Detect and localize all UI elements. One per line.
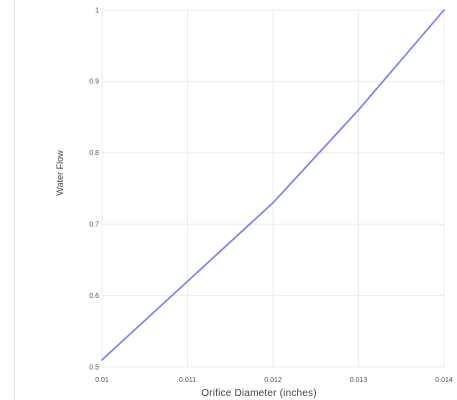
y-tick-label: 0.5 [89,364,99,371]
tick-label-layer: 0.01 0.011 0.012 0.013 0.014 0.5 0.6 0.7 0.8 0.9 1 [89,7,453,384]
grid-layer [101,9,445,368]
series-layer [101,9,445,361]
y-tick-label: 0.7 [89,222,99,229]
x-axis-title: Orifice Diameter (inches) [201,388,317,399]
left-border-rule [14,0,15,400]
y-axis-title: Water Flow [55,150,65,196]
x-tick-label: 0.012 [264,377,282,384]
y-tick-label: 0.8 [89,150,99,157]
y-tick-label: 1 [95,7,99,14]
y-tick-label: 0.9 [89,79,99,86]
x-tick-label: 0.01 [95,377,109,384]
y-tick-label: 0.6 [89,293,99,300]
x-tick-label: 0.014 [435,377,453,384]
x-tick-label: 0.013 [350,377,368,384]
x-tick-label: 0.011 [179,377,196,384]
